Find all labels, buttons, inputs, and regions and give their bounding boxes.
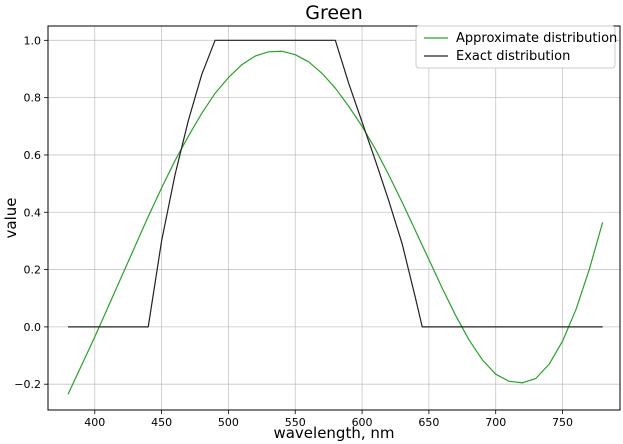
legend-label-approximate: Approximate distribution: [456, 31, 617, 46]
x-tick-label: 450: [151, 416, 172, 429]
plot-frame: [47, 25, 621, 411]
x-tick-label: 400: [84, 416, 105, 429]
x-tick-label: 700: [485, 416, 506, 429]
y-tick-label: 0.8: [24, 92, 42, 105]
exact-distribution-line: [68, 39, 603, 328]
y-tick-label: 0.4: [24, 206, 42, 219]
x-tick-label: 650: [418, 416, 439, 429]
y-axis-label: value: [2, 198, 20, 239]
series-layer: [67, 39, 604, 395]
y-tick-label: 0.0: [24, 321, 42, 334]
approximate-distribution-line: [67, 50, 604, 395]
legend: Approximate distribution Exact distribut…: [415, 25, 617, 69]
y-tick-label: 0.6: [24, 149, 42, 162]
y-tick-label: 1.0: [24, 34, 42, 47]
x-tick-label: 550: [285, 416, 306, 429]
y-tick-label: −0.2: [14, 378, 41, 391]
ticks: 400 450 500 550 600 650 700 750 −0.2 0.0 0.2 0.4 0.6…: [14, 34, 573, 429]
legend-label-exact: Exact distribution: [456, 49, 570, 64]
x-axis-label: wavelength, nm: [273, 424, 394, 442]
x-tick-label: 750: [552, 416, 573, 429]
x-tick-label: 500: [218, 416, 239, 429]
y-tick-label: 0.2: [24, 264, 42, 277]
legend-box: [415, 25, 616, 69]
x-tick-label: 600: [352, 416, 373, 429]
chart-title: Green: [305, 2, 363, 24]
